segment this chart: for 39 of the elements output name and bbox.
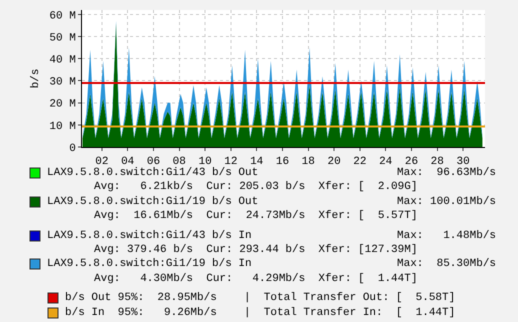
text: | Total Transfer In: [ 1.44T] — [244, 307, 456, 319]
x-tick-label: 06 — [146, 156, 160, 168]
y-tick-label: 0 — [69, 142, 76, 155]
text: Avg: 6.21kb/s Cur: 205.03 b/s Xfer: [ 2.09G] — [94, 181, 418, 193]
x-tick-label: 26 — [404, 156, 418, 168]
text: | Total Transfer Out: [ 5.58T] — [244, 292, 456, 304]
legend-label: b/s In 95%: 9.26Mb/s — [65, 307, 217, 319]
y-tick-label: 20 M — [49, 98, 76, 111]
x-tick-label: 28 — [430, 156, 444, 168]
y-tick-label: 40 M — [49, 54, 76, 66]
text: Avg: 379.46 b/s Cur: 293.44 b/s Xfer: [127.39M] — [94, 244, 418, 256]
y-tick-label: 30 M — [49, 76, 76, 89]
x-tick-label: 10 — [198, 156, 212, 168]
x-tick-label: 20 — [327, 156, 341, 168]
text: Max: 85.30Mb/s — [397, 258, 496, 270]
y-tick-label: 50 M — [49, 32, 76, 44]
x-tick-label: 02 — [95, 156, 108, 168]
legend-label: LAX9.5.8.0.switch:Gi1/19 b/s Out — [47, 196, 258, 208]
legend-label: LAX9.5.8.0.switch:Gi1/19 b/s In — [47, 258, 252, 270]
text: Avg: 4.30Mb/s Cur: 4.29Mb/s Xfer: [ 1.44T] — [94, 273, 418, 285]
y-tick-label: 10 M — [49, 120, 76, 133]
x-tick-label: 22 — [353, 156, 366, 168]
x-tick-label: 14 — [250, 156, 264, 168]
legend-label: LAX9.5.8.0.switch:Gi1/43 b/s Out — [47, 167, 258, 179]
x-tick-label: 12 — [224, 156, 238, 168]
text: Max: 96.63Mb/s — [397, 167, 496, 179]
y-tick-label: 60 M — [49, 10, 76, 22]
text: Max: 1.48Mb/s — [397, 230, 496, 242]
legend-label: LAX9.5.8.0.switch:Gi1/43 b/s In — [47, 230, 252, 242]
legend-label: b/s Out 95%: 28.95Mb/s — [65, 292, 217, 304]
x-tick-label: 04 — [121, 156, 135, 168]
x-tick-label: 30 — [456, 156, 470, 168]
text: Max: 100.01Mb/s — [397, 196, 496, 208]
y-axis-title: b/s — [30, 68, 42, 88]
x-tick-label: 18 — [302, 156, 315, 168]
x-tick-label: 16 — [276, 156, 290, 168]
text: Avg: 16.61Mb/s Cur: 24.73Mb/s Xfer: [ 5.57T] — [94, 210, 418, 222]
x-tick-label: 24 — [379, 156, 393, 168]
x-tick-label: 08 — [172, 156, 186, 168]
